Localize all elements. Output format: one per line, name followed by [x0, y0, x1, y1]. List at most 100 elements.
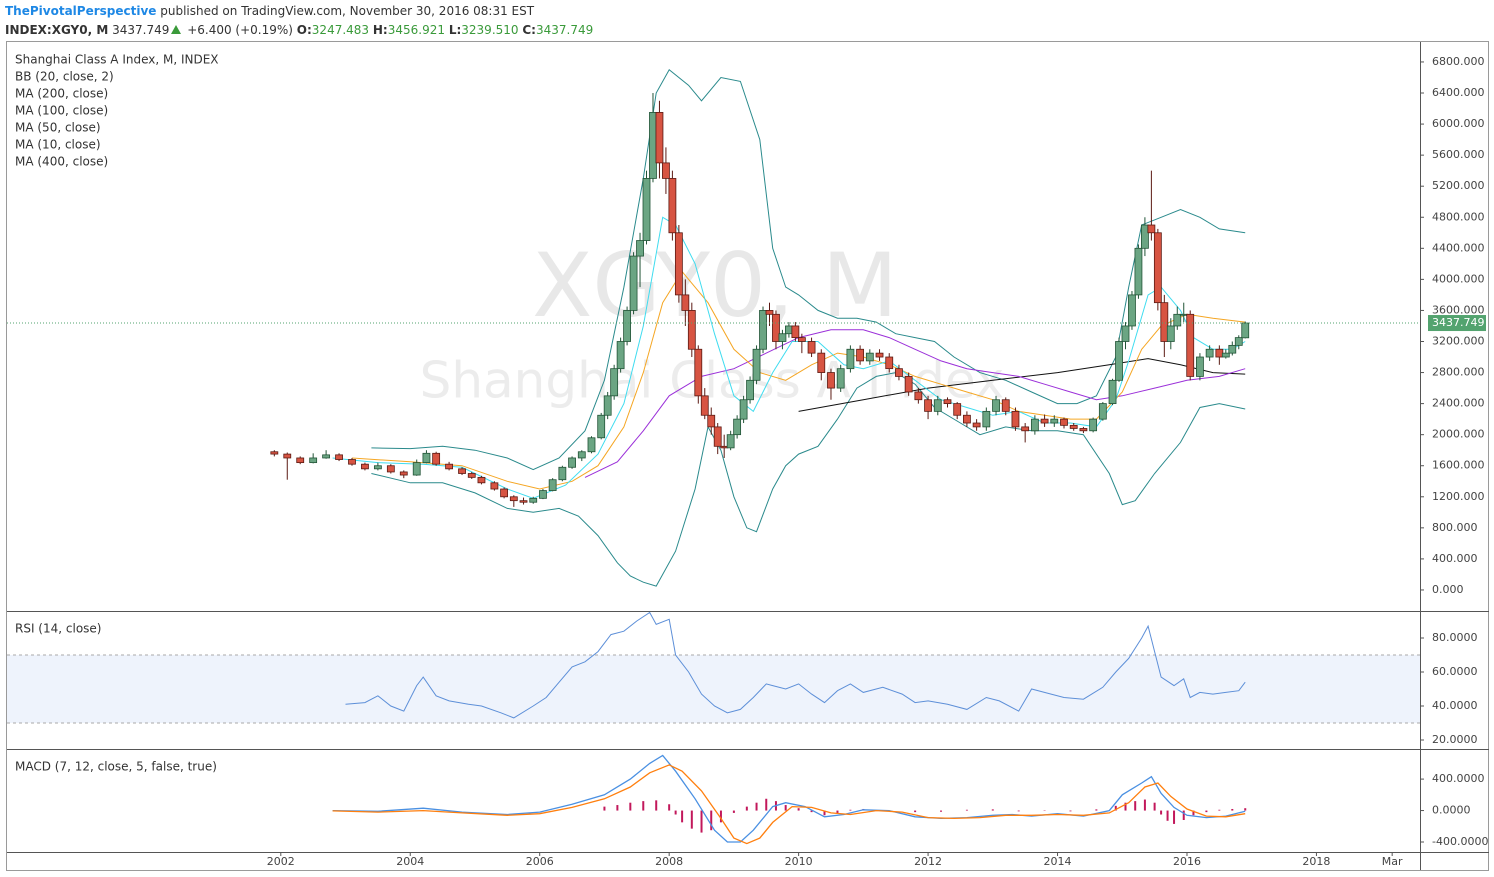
candle-body — [422, 452, 431, 464]
candle-body — [335, 454, 343, 460]
candle-body — [1134, 247, 1143, 296]
candle-body — [509, 496, 518, 502]
candle-body — [953, 403, 962, 416]
low-value: 3239.510 — [461, 23, 518, 37]
candle-body — [270, 451, 279, 455]
candle-body — [1153, 232, 1162, 304]
y-tick-label: 4000.000 — [1432, 272, 1485, 285]
candle-body — [1079, 428, 1088, 432]
last-price-label: 3437.749 — [1432, 316, 1485, 329]
low-label: L: — [449, 23, 461, 37]
candle-body — [700, 395, 709, 416]
header-line-1: ThePivotalPerspective published on Tradi… — [5, 4, 535, 18]
candle-body — [687, 310, 696, 350]
high-value: 3456.921 — [388, 23, 445, 37]
candle-body — [1147, 224, 1156, 234]
candle-body — [1069, 424, 1078, 429]
legend-entry: MA (50, close) — [15, 121, 101, 135]
candle-body — [668, 178, 677, 234]
candle-body — [1186, 313, 1195, 377]
candle-body — [636, 240, 644, 257]
y-tick-label: 40.0000 — [1432, 699, 1478, 712]
legend-entry: BB (20, close, 2) — [15, 70, 114, 84]
candle-body — [1173, 313, 1182, 327]
candle-body — [1098, 403, 1107, 420]
author-link[interactable]: ThePivotalPerspective — [5, 4, 156, 18]
candle-body — [1050, 418, 1059, 424]
panel-title: RSI (14, close) — [15, 622, 101, 636]
x-tick-label: 2012 — [914, 855, 942, 868]
candle-body — [914, 391, 923, 401]
candle-body — [1196, 356, 1204, 377]
panel-title: MACD (7, 12, close, 5, false, true) — [15, 760, 217, 774]
candle-body — [309, 457, 318, 464]
candle-body — [797, 337, 806, 342]
symbol: INDEX:XGY0, M — [5, 23, 108, 37]
y-tick-label: 5600.000 — [1432, 148, 1485, 161]
y-tick-label: 5200.000 — [1432, 179, 1485, 192]
candle-body — [548, 479, 557, 491]
x-tick-label: 2008 — [655, 855, 683, 868]
candle-body — [386, 465, 395, 473]
y-tick-label: 2000.000 — [1432, 428, 1485, 441]
candle-body — [529, 497, 538, 503]
y-tick-label: 6400.000 — [1432, 86, 1485, 99]
candle-body — [587, 437, 596, 453]
last-price-tag — [1428, 315, 1486, 332]
candle-body — [662, 162, 670, 179]
candle-body — [681, 294, 690, 311]
candle-body — [445, 463, 453, 470]
open-value: 3247.483 — [312, 23, 369, 37]
candle-body — [623, 310, 631, 342]
last-price: 3437.749 — [112, 23, 169, 37]
candle-body — [1241, 322, 1250, 339]
candle-body — [1160, 302, 1169, 342]
macd-line — [332, 754, 1246, 843]
candle-body — [373, 465, 382, 470]
y-tick-label: 4800.000 — [1432, 210, 1485, 223]
y-tick-label: 400.0000 — [1432, 772, 1485, 785]
candle-body — [713, 426, 722, 447]
candle-body — [1128, 294, 1136, 327]
candle-body — [412, 462, 421, 476]
candle-body — [649, 112, 657, 179]
candle-body — [963, 414, 971, 424]
candle-body — [1234, 337, 1243, 346]
watermark-name: Shanghai Class A Index — [420, 352, 1005, 410]
x-tick-label: 2016 — [1173, 855, 1201, 868]
y-tick-label: 80.0000 — [1432, 631, 1478, 644]
candle-body — [500, 488, 509, 498]
candle-body — [1040, 418, 1049, 424]
candle-body — [322, 454, 331, 459]
candle-body — [924, 399, 932, 412]
candle-body — [836, 368, 845, 389]
candle-body — [1115, 341, 1123, 381]
plot-layer: XGY0, M Shanghai Class A Index — [7, 68, 1420, 845]
candle-body — [739, 399, 748, 420]
x-tick-label: 2004 — [396, 855, 424, 868]
candle-body — [746, 379, 754, 401]
candle-body — [992, 399, 1000, 412]
close-label: C: — [522, 23, 536, 37]
candle-body — [752, 348, 761, 381]
y-tick-label: 3600.000 — [1432, 303, 1485, 316]
macd-line — [332, 764, 1246, 845]
candle-body — [519, 500, 528, 503]
candle-body — [733, 418, 742, 436]
candle-body — [827, 372, 835, 389]
y-tick-label: 800.000 — [1432, 521, 1478, 534]
legend-entry: MA (200, close) — [15, 87, 108, 101]
y-tick-label: 4400.000 — [1432, 241, 1485, 254]
candle-body — [283, 453, 292, 459]
y-tick-label: 20.0000 — [1432, 733, 1478, 746]
candle-body — [616, 341, 625, 370]
y-tick-label: 6800.000 — [1432, 55, 1485, 68]
candle-body — [1011, 410, 1020, 428]
candle-body — [856, 348, 865, 362]
rsi-line — [345, 611, 1246, 719]
candle-body — [791, 325, 800, 339]
y-tick-label: 2800.000 — [1432, 366, 1485, 379]
candle-body — [1030, 418, 1039, 432]
candle-body — [558, 466, 567, 481]
